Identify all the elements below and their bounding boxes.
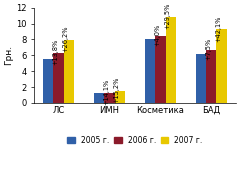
Text: +26,2%: +26,2% xyxy=(63,26,69,52)
Text: +29,5%: +29,5% xyxy=(165,3,171,29)
Bar xyxy=(94,93,104,103)
Bar xyxy=(145,39,155,103)
Bar xyxy=(206,50,216,103)
Bar xyxy=(64,40,74,103)
Text: +7,5%: +7,5% xyxy=(205,38,211,61)
Bar xyxy=(216,29,227,103)
Text: +4,0%: +4,0% xyxy=(154,24,160,46)
Text: +15,2%: +15,2% xyxy=(114,77,120,103)
Y-axis label: Грн.: Грн. xyxy=(4,45,13,65)
Text: +13,8%: +13,8% xyxy=(53,39,59,65)
Text: +42,1%: +42,1% xyxy=(216,15,222,41)
Bar xyxy=(166,17,176,103)
Legend: 2005 г., 2006 г., 2007 г.: 2005 г., 2006 г., 2007 г. xyxy=(67,136,203,145)
Bar xyxy=(155,36,166,103)
Bar xyxy=(104,93,114,103)
Bar xyxy=(114,91,125,103)
Text: +14,1%: +14,1% xyxy=(103,79,109,105)
Bar xyxy=(54,53,64,103)
Bar xyxy=(196,54,206,103)
Bar xyxy=(43,59,54,103)
